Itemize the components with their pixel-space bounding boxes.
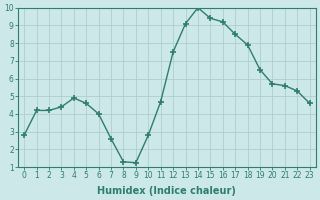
X-axis label: Humidex (Indice chaleur): Humidex (Indice chaleur) <box>98 186 236 196</box>
